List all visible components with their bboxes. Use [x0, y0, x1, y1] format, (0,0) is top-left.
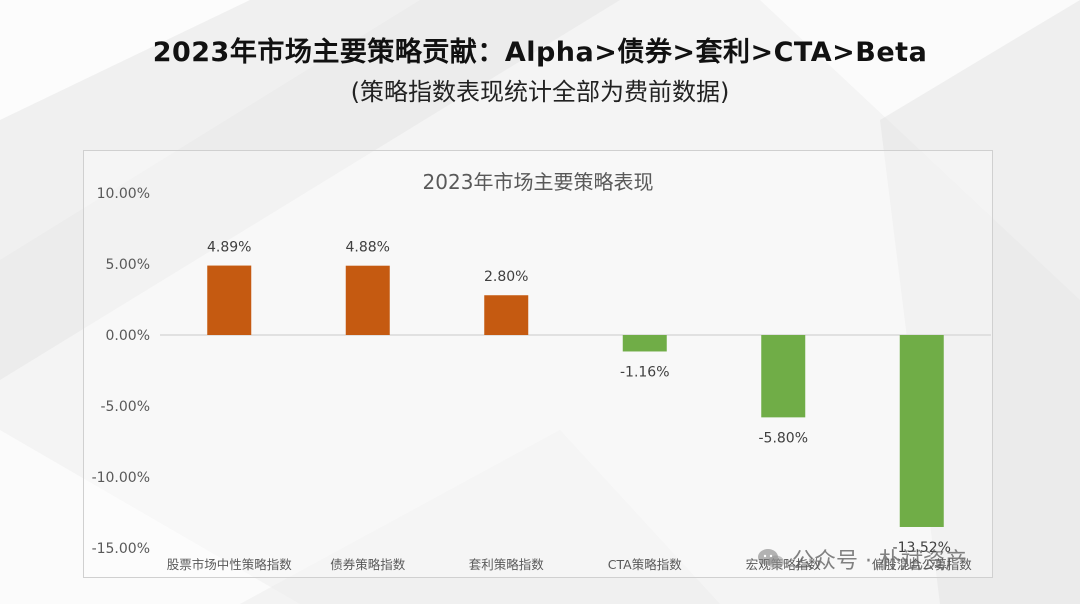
y-axis-ticks: 10.00% 5.00% 0.00% -5.00% -10.00% -15.00% — [92, 186, 150, 557]
bar-data-label: 4.88% — [346, 240, 390, 256]
bar — [207, 265, 252, 335]
bar — [484, 295, 529, 335]
slide-title: 2023年市场主要策略贡献：Alpha>债券>套利>CTA>Beta — [152, 37, 928, 68]
bar-data-label: 2.80% — [484, 269, 528, 285]
bar — [761, 335, 806, 418]
y-tick-label: -15.00% — [92, 541, 150, 557]
wechat-icon — [758, 549, 784, 569]
bar-data-label: -13.52% — [893, 540, 951, 556]
chart-frame — [83, 150, 993, 578]
bar-data-label: 4.89% — [207, 240, 251, 256]
y-tick-label: 0.00% — [106, 328, 150, 344]
bar-data-label: -5.80% — [758, 430, 808, 446]
y-tick-label: -5.00% — [100, 399, 150, 415]
x-tick-label: 套利策略指数 — [469, 557, 545, 572]
x-tick-label: CTA策略指数 — [608, 557, 682, 572]
bar-data-labels: 4.89% 4.88% 2.80% -1.16% -5.80% -13.52% — [207, 240, 951, 556]
bar — [899, 335, 944, 527]
slide-subtitle: (策略指数表现统计全部为费前数据) — [350, 78, 730, 106]
x-axis-labels: 股票市场中性策略指数债券策略指数套利策略指数CTA策略指数宏观策略指数偏股混合公… — [167, 557, 973, 572]
x-tick-label: 股票市场中性策略指数 — [167, 557, 293, 572]
chart-title: 2023年市场主要策略表现 — [423, 170, 654, 194]
y-tick-label: -10.00% — [92, 470, 150, 486]
x-tick-label: 债券策略指数 — [330, 557, 406, 572]
bar — [622, 335, 667, 352]
watermark-text: 公众号 · 朴斌资产 — [792, 549, 967, 574]
bars — [207, 265, 944, 527]
bar-data-label: -1.16% — [620, 364, 670, 380]
x-tick-label: 偏股混合公募指数 — [872, 557, 973, 572]
y-tick-label: 10.00% — [97, 186, 150, 202]
y-tick-label: 5.00% — [106, 257, 150, 273]
watermark: 公众号 · 朴斌资产 — [756, 542, 967, 576]
bar — [345, 265, 390, 335]
